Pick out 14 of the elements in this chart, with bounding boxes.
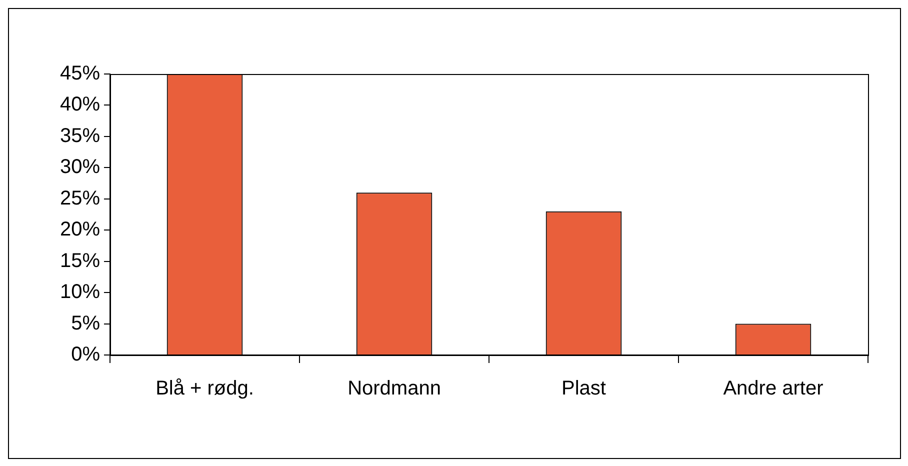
- x-tick-label: Nordmann: [348, 378, 441, 400]
- y-tick-label: 15%: [60, 250, 100, 272]
- y-tick-label: 10%: [60, 281, 100, 304]
- y-tick-label: 45%: [60, 62, 100, 85]
- y-tick-label: 30%: [60, 156, 100, 178]
- y-tick-label: 5%: [71, 312, 100, 334]
- y-tick-label: 0%: [71, 344, 100, 366]
- x-tick-label: Blå + rødg.: [156, 378, 254, 400]
- x-tick-label: Plast: [562, 378, 606, 400]
- y-tick-label: 25%: [60, 187, 100, 210]
- y-tick-label: 40%: [60, 94, 100, 116]
- x-tick-label: Andre arter: [723, 378, 824, 400]
- y-tick-label: 35%: [60, 124, 100, 147]
- y-tick-label: 20%: [60, 218, 100, 241]
